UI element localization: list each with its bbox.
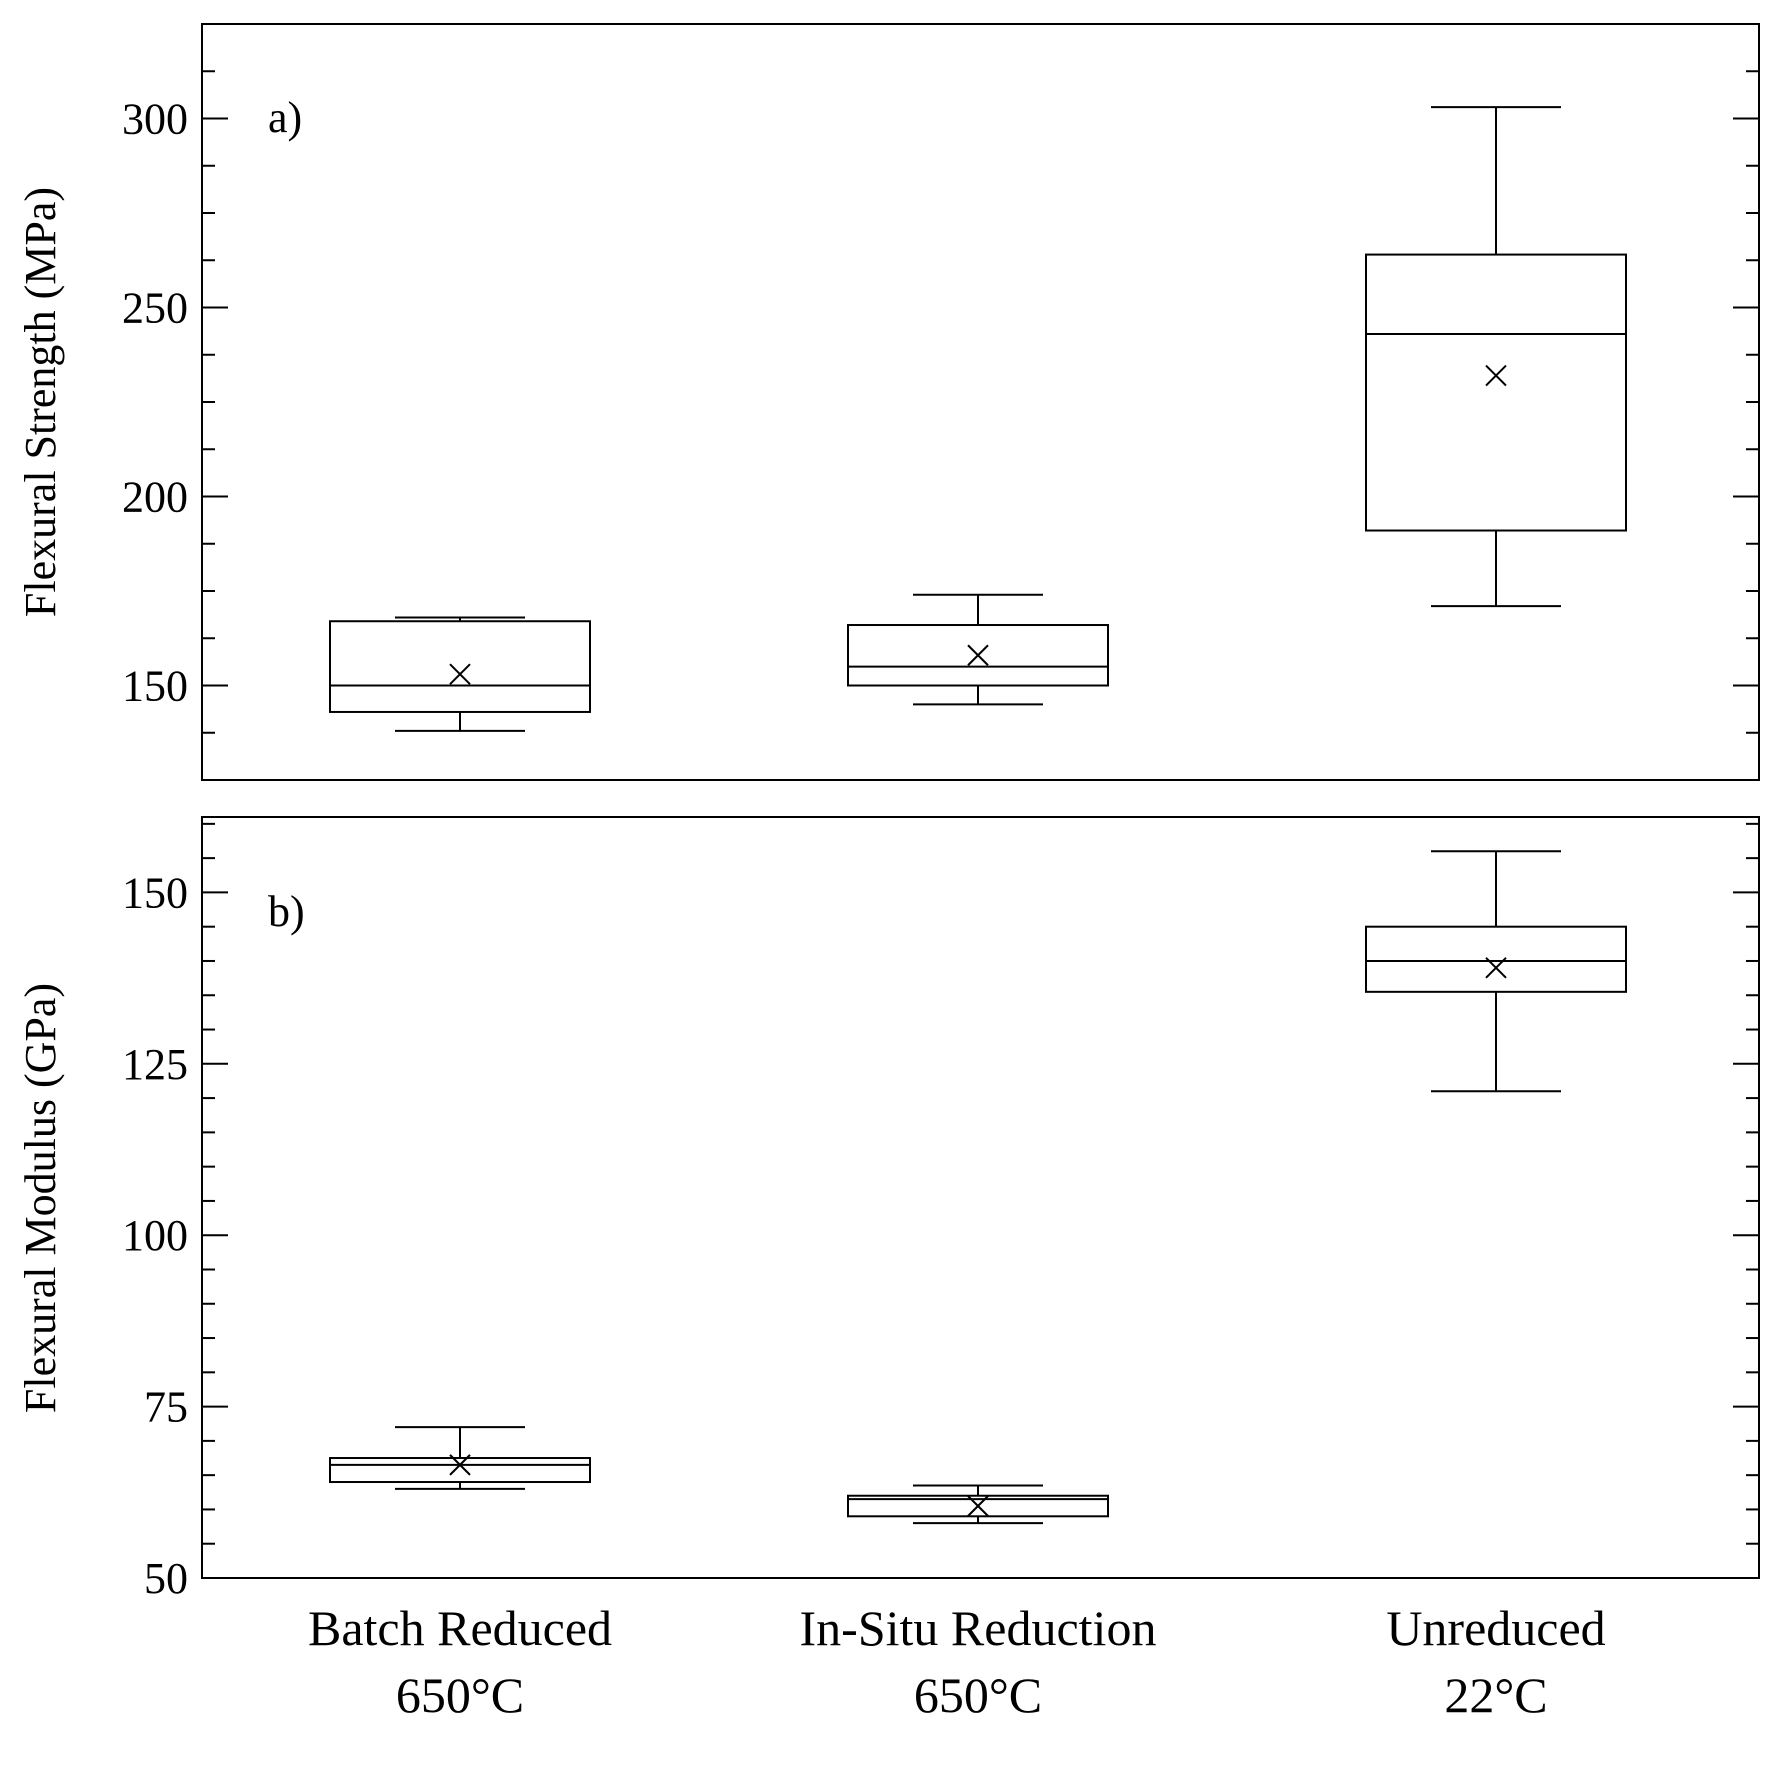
box-plot-group <box>847 1484 1109 1525</box>
box-plot-group <box>1365 106 1627 608</box>
y-tick-label: 75 <box>144 1383 188 1432</box>
y-tick-label: 200 <box>122 473 188 522</box>
x-category-label-line1: In-Situ Reduction <box>800 1600 1157 1656</box>
x-category-label-line2: 22°C <box>1444 1667 1547 1723</box>
y-tick-label: 125 <box>122 1040 188 1089</box>
y-tick-label: 300 <box>122 95 188 144</box>
y-tick-label: 150 <box>122 662 188 711</box>
x-category-label-line2: 650°C <box>396 1667 524 1723</box>
y-tick-label: 100 <box>122 1211 188 1260</box>
x-axis-category-labels: Batch Reduced 650°C In-Situ Reduction 650°C… <box>308 1600 1606 1723</box>
panel-a-flexural-strength: 150 200 250 300 Flexural Strength (MPa) a) <box>16 23 1760 781</box>
y-axis-title: Flexural Modulus (GPa) <box>16 983 65 1413</box>
mean-marker-stroke-2 <box>449 1454 471 1476</box>
iqr-box <box>329 620 591 713</box>
x-category-label-line1: Unreduced <box>1386 1600 1605 1656</box>
x-category-label-line1: Batch Reduced <box>308 1600 612 1656</box>
plot-frame <box>201 816 1760 1579</box>
y-tick-label: 250 <box>122 284 188 333</box>
mean-marker-stroke-2 <box>1485 957 1507 979</box>
y-tick-label: 50 <box>144 1554 188 1603</box>
mean-marker-stroke-2 <box>967 644 989 666</box>
y-tick-label: 150 <box>122 868 188 917</box>
mean-marker-stroke-2 <box>1485 364 1507 387</box>
y-axis-title: Flexural Strength (MPa) <box>16 187 65 617</box>
x-category-label-line2: 650°C <box>914 1667 1042 1723</box>
mean-marker-stroke-2 <box>967 1495 989 1517</box>
box-plot-group <box>329 616 591 732</box>
mean-marker-stroke-2 <box>449 663 471 685</box>
box-plot-group <box>847 593 1109 706</box>
box-plot-group <box>1365 850 1627 1093</box>
box-plot-group <box>329 1426 591 1490</box>
iqr-box <box>329 1457 591 1484</box>
panel-label: a) <box>268 93 302 142</box>
iqr-box <box>1365 925 1627 993</box>
panel-label: b) <box>268 887 305 936</box>
panel-b-flexural-modulus: 50 75 100 125 150 Flexural Modulus (GPa) b) <box>16 816 1760 1603</box>
iqr-box <box>1365 253 1627 532</box>
